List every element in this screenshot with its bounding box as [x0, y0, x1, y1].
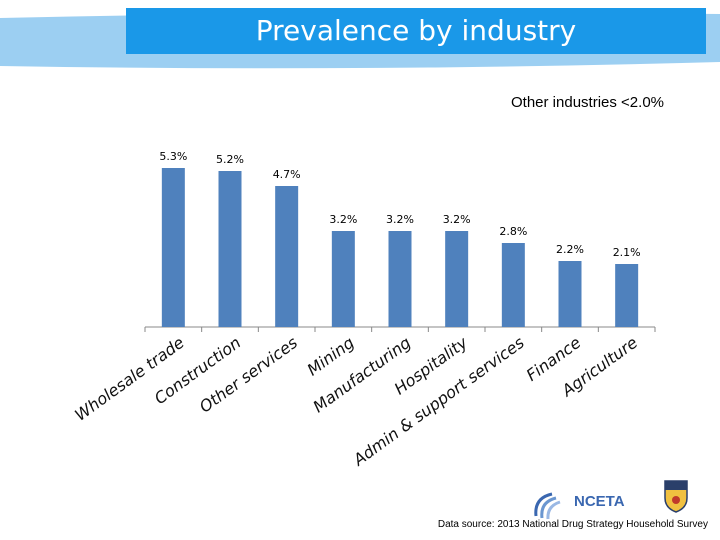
data-label: 2.1% — [613, 246, 641, 259]
bar — [388, 231, 412, 327]
nceta-logo: NCETA — [534, 492, 625, 520]
page-title: Prevalence by industry — [255, 14, 577, 47]
x-tick-label: Other services — [196, 333, 301, 417]
bar — [615, 264, 639, 327]
bar — [218, 171, 242, 327]
data-label: 3.2% — [329, 213, 357, 226]
bar — [445, 231, 469, 327]
bar — [501, 243, 525, 327]
data-source: Data source: 2013 National Drug Strategy… — [437, 519, 708, 530]
data-label: 5.2% — [216, 153, 244, 166]
x-tick-label: Manufacturing — [309, 333, 414, 416]
data-label: 5.3% — [159, 150, 187, 163]
bar — [331, 231, 355, 327]
data-label: 3.2% — [443, 213, 471, 226]
nceta-logo-text: NCETA — [574, 493, 625, 510]
data-label: 2.8% — [499, 225, 527, 238]
title-banner — [0, 8, 720, 69]
bar — [558, 261, 582, 327]
university-crest-icon — [664, 480, 688, 513]
data-label: 3.2% — [386, 213, 414, 226]
data-label: 4.7% — [273, 168, 301, 181]
bar — [275, 186, 299, 327]
data-label: 2.2% — [556, 243, 584, 256]
other-industries-note: Other industries <2.0% — [511, 94, 664, 111]
bar — [161, 168, 185, 327]
